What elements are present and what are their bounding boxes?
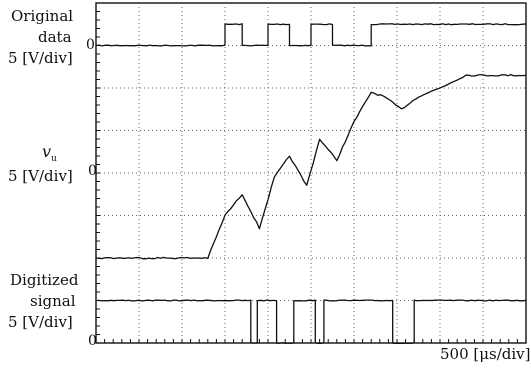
digitized-zero-label: 0 — [88, 333, 97, 349]
original-label-line2: data — [38, 28, 72, 46]
original-data-label: Original data 5 [V/div] — [8, 8, 73, 67]
time-scale-label: 500 [μs/div] — [440, 345, 531, 363]
digitized-scale-label: 5 [V/div] — [8, 313, 73, 331]
vu-symbol: v — [42, 142, 52, 161]
original-zero-label: 0 — [86, 37, 95, 53]
grid — [95, 2, 527, 344]
vu-subscript: u — [51, 154, 57, 164]
vu-scale-label: 5 [V/div] — [8, 167, 73, 185]
digitized-label-line2: signal — [30, 292, 76, 310]
digitized-signal-label: Digitized signal 5 [V/div] — [8, 272, 78, 331]
original-label-line1: Original — [11, 7, 74, 25]
digitized-signal-trace — [95, 299, 527, 345]
vu-zero-label: 0 — [88, 163, 97, 179]
original-scale-label: 5 [V/div] — [8, 49, 73, 67]
vu-trace — [95, 73, 527, 260]
original-data-trace — [95, 23, 527, 47]
digitized-label-line1: Digitized — [10, 271, 79, 289]
traces — [95, 23, 527, 345]
